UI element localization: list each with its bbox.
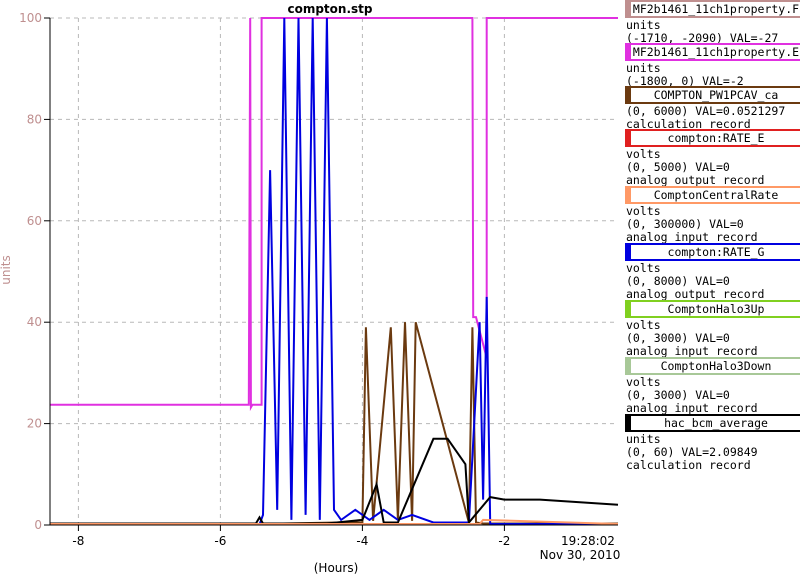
legend-entry-detail: calculation record <box>626 458 751 472</box>
legend-entry-name[interactable]: ComptonCentralRate <box>625 186 800 204</box>
legend-entry-detail: (0, 3000) VAL=0 <box>626 388 730 402</box>
y-tick-label: 20 <box>27 417 42 431</box>
plot-area: compton.stp 0 20 40 60 80 100 -8 -6 -4 -2 units (… <box>0 2 621 575</box>
date-label: Nov 30, 2010 <box>540 548 621 562</box>
legend: MF2b1461_11ch1property.F units (-1710, -20… <box>622 0 800 577</box>
axes: 0 20 40 60 80 100 -8 -6 -4 -2 <box>19 11 618 548</box>
y-tick-label: 80 <box>27 112 42 126</box>
legend-entry-detail: units <box>626 61 661 75</box>
legend-entry-detail: analog output record <box>626 173 765 187</box>
x-axis-label: (Hours) <box>314 561 359 575</box>
legend-entry-detail: analog input record <box>626 344 758 358</box>
legend-entry-detail: (0, 8000) VAL=0 <box>626 274 730 288</box>
series-line-3 <box>50 437 619 526</box>
legend-entry-detail: volts <box>626 261 661 275</box>
legend-entry-detail: (-1710, -2090) VAL=-27 <box>626 31 779 45</box>
legend-entry-detail: analog input record <box>626 401 758 415</box>
y-tick-label: 60 <box>27 214 42 228</box>
legend-entry-name[interactable]: ComptonHalo3Down <box>625 357 800 375</box>
x-tick-label: -8 <box>72 534 84 548</box>
series-line-4 <box>50 518 619 525</box>
legend-entry-name[interactable]: MF2b1461_11ch1property.F <box>625 0 800 18</box>
legend-entry-detail: (0, 60) VAL=2.09849 <box>626 445 758 459</box>
timestamp-label: 19:28:02 <box>561 534 615 548</box>
legend-entry-name[interactable]: hac_bcm_average <box>625 414 800 432</box>
legend-entry-detail: calculation record <box>626 117 751 131</box>
legend-entry-detail: (0, 300000) VAL=0 <box>626 217 744 231</box>
y-axis-label: units <box>0 255 13 285</box>
x-tick-label: -2 <box>498 534 510 548</box>
legend-entry-name[interactable]: compton:RATE_E <box>625 129 800 147</box>
series-line-2 <box>50 17 618 526</box>
legend-entry-name[interactable]: MF2b1461_11ch1property.E <box>625 43 800 61</box>
legend-entry-detail: (0, 3000) VAL=0 <box>626 331 730 345</box>
series-line-0 <box>50 17 618 412</box>
series-group <box>50 17 619 526</box>
legend-entry-detail: units <box>626 432 661 446</box>
legend-entry-name[interactable]: COMPTON_PW1PCAV_ca <box>625 86 800 104</box>
x-tick-label: -4 <box>356 534 368 548</box>
y-tick-label: 0 <box>34 518 42 532</box>
legend-entry-detail: analog input record <box>626 230 758 244</box>
y-tick-label: 100 <box>19 11 42 25</box>
legend-entry-detail: (0, 6000) VAL=0.0521297 <box>626 104 786 118</box>
legend-entry-detail: (0, 5000) VAL=0 <box>626 160 730 174</box>
legend-entry-detail: volts <box>626 375 661 389</box>
legend-entry-detail: units <box>626 18 661 32</box>
legend-entry-name[interactable]: compton:RATE_G <box>625 243 800 261</box>
chart-title: compton.stp <box>287 2 372 16</box>
legend-entry-detail: volts <box>626 147 661 161</box>
y-tick-label: 40 <box>27 315 42 329</box>
legend-entry-detail: volts <box>626 318 661 332</box>
x-tick-label: -6 <box>214 534 226 548</box>
legend-entry-name[interactable]: ComptonHalo3Up <box>625 300 800 318</box>
legend-entry-detail: volts <box>626 204 661 218</box>
legend-entry-detail: analog output record <box>626 287 765 301</box>
legend-entry-detail: (-1800, 0) VAL=-2 <box>626 74 744 88</box>
